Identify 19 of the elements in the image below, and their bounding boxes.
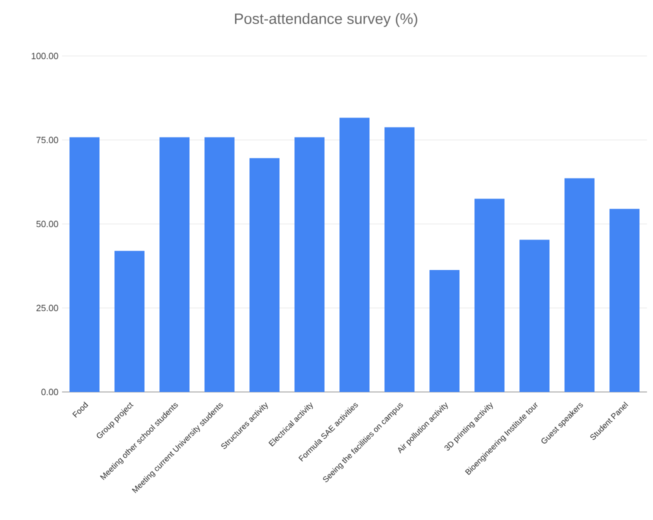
bar	[340, 118, 370, 392]
bar	[430, 270, 460, 392]
bar	[70, 137, 100, 392]
y-tick-label: 50.00	[36, 220, 58, 228]
bar	[250, 158, 280, 392]
y-tick-label: 25.00	[36, 304, 58, 312]
bar	[564, 178, 595, 392]
y-tick-label: 75.00	[36, 136, 58, 144]
bar	[520, 240, 550, 392]
bar	[610, 208, 640, 392]
bar	[114, 250, 145, 392]
y-tick-label: 100.00	[32, 52, 58, 60]
chart-title: Post-attendance survey (%)	[235, 13, 418, 27]
bar	[474, 198, 505, 392]
bar	[384, 127, 415, 392]
bar	[160, 137, 190, 392]
bar	[204, 137, 235, 392]
y-tick-label: 0.00	[41, 388, 58, 396]
bar	[294, 137, 325, 392]
